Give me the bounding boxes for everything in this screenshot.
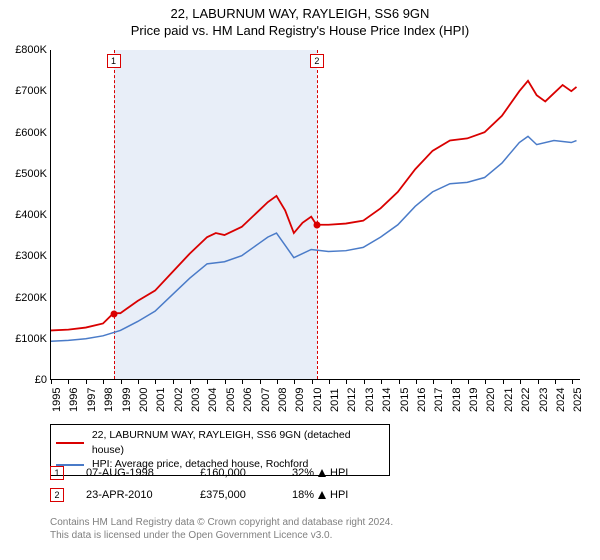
x-tick-label: 2025 bbox=[572, 388, 584, 412]
x-tick-label: 1996 bbox=[68, 388, 80, 412]
chart-lines-svg bbox=[51, 50, 580, 379]
x-tick-label: 2007 bbox=[260, 388, 272, 412]
x-tick-label: 1999 bbox=[121, 388, 133, 412]
sale-marker-1: 1 bbox=[50, 466, 64, 480]
sales-table: 1 07-AUG-1998 £160,000 32% HPI 2 23-APR-… bbox=[50, 462, 348, 506]
x-tick-label: 2017 bbox=[433, 388, 445, 412]
x-tick-label: 2009 bbox=[294, 388, 306, 412]
arrow-up-icon bbox=[318, 469, 326, 477]
x-tick-label: 2003 bbox=[190, 388, 202, 412]
title-line-1: 22, LABURNUM WAY, RAYLEIGH, SS6 9GN bbox=[0, 6, 600, 23]
footer-line-1: Contains HM Land Registry data © Crown c… bbox=[50, 516, 393, 529]
y-tick-label: £600K bbox=[3, 127, 47, 139]
chart-container: 22, LABURNUM WAY, RAYLEIGH, SS6 9GN Pric… bbox=[0, 0, 600, 560]
x-tick-label: 2024 bbox=[555, 388, 567, 412]
x-tick-label: 2004 bbox=[207, 388, 219, 412]
series-hpi bbox=[51, 136, 577, 341]
sale-marker-2: 2 bbox=[50, 488, 64, 502]
x-tick-label: 2020 bbox=[485, 388, 497, 412]
x-tick-label: 2023 bbox=[538, 388, 550, 412]
legend-swatch-property bbox=[56, 442, 84, 444]
y-tick-label: £800K bbox=[3, 44, 47, 56]
marker-box-2: 2 bbox=[310, 54, 324, 68]
chart-plot-area: £0£100K£200K£300K£400K£500K£600K£700K£80… bbox=[50, 50, 580, 380]
x-tick-label: 2015 bbox=[399, 388, 411, 412]
sale-date-1: 07-AUG-1998 bbox=[86, 467, 178, 479]
x-tick-label: 2002 bbox=[173, 388, 185, 412]
sale-row-1: 1 07-AUG-1998 £160,000 32% HPI bbox=[50, 462, 348, 484]
x-tick-label: 2011 bbox=[329, 388, 341, 412]
x-tick-label: 2010 bbox=[312, 388, 324, 412]
legend-row-property: 22, LABURNUM WAY, RAYLEIGH, SS6 9GN (det… bbox=[56, 428, 384, 457]
x-tick-label: 2018 bbox=[451, 388, 463, 412]
y-tick-label: £300K bbox=[3, 250, 47, 262]
sale-hpi-2: 18% HPI bbox=[292, 489, 348, 501]
x-tick-label: 1998 bbox=[103, 388, 115, 412]
x-tick-label: 1997 bbox=[86, 388, 98, 412]
title-block: 22, LABURNUM WAY, RAYLEIGH, SS6 9GN Pric… bbox=[0, 0, 600, 40]
arrow-up-icon bbox=[318, 491, 326, 499]
x-tick-label: 2001 bbox=[155, 388, 167, 412]
sale-date-2: 23-APR-2010 bbox=[86, 489, 178, 501]
y-tick-label: £0 bbox=[3, 374, 47, 386]
x-tick-label: 2022 bbox=[520, 388, 532, 412]
x-tick-label: 2014 bbox=[381, 388, 393, 412]
legend-label-property: 22, LABURNUM WAY, RAYLEIGH, SS6 9GN (det… bbox=[92, 428, 384, 457]
x-tick-label: 2021 bbox=[503, 388, 515, 412]
sale-price-2: £375,000 bbox=[200, 489, 270, 501]
y-tick-label: £200K bbox=[3, 292, 47, 304]
x-tick-label: 1995 bbox=[51, 388, 63, 412]
y-tick-label: £700K bbox=[3, 85, 47, 97]
footer-line-2: This data is licensed under the Open Gov… bbox=[50, 529, 393, 542]
sale-dot-2 bbox=[313, 222, 320, 229]
series-property bbox=[51, 81, 577, 331]
x-tick-label: 2000 bbox=[138, 388, 150, 412]
title-line-2: Price paid vs. HM Land Registry's House … bbox=[0, 23, 600, 40]
x-tick-label: 2006 bbox=[242, 388, 254, 412]
x-tick-label: 2005 bbox=[225, 388, 237, 412]
sale-dot-1 bbox=[110, 311, 117, 318]
x-tick-label: 2019 bbox=[468, 388, 480, 412]
marker-box-1: 1 bbox=[107, 54, 121, 68]
x-tick-label: 2012 bbox=[346, 388, 358, 412]
sale-price-1: £160,000 bbox=[200, 467, 270, 479]
sale-hpi-1: 32% HPI bbox=[292, 467, 348, 479]
x-tick-label: 2008 bbox=[277, 388, 289, 412]
x-tick-label: 2016 bbox=[416, 388, 428, 412]
sale-row-2: 2 23-APR-2010 £375,000 18% HPI bbox=[50, 484, 348, 506]
y-tick-label: £500K bbox=[3, 168, 47, 180]
y-tick-label: £100K bbox=[3, 333, 47, 345]
footer: Contains HM Land Registry data © Crown c… bbox=[50, 516, 393, 542]
x-tick-label: 2013 bbox=[364, 388, 376, 412]
y-tick-label: £400K bbox=[3, 209, 47, 221]
